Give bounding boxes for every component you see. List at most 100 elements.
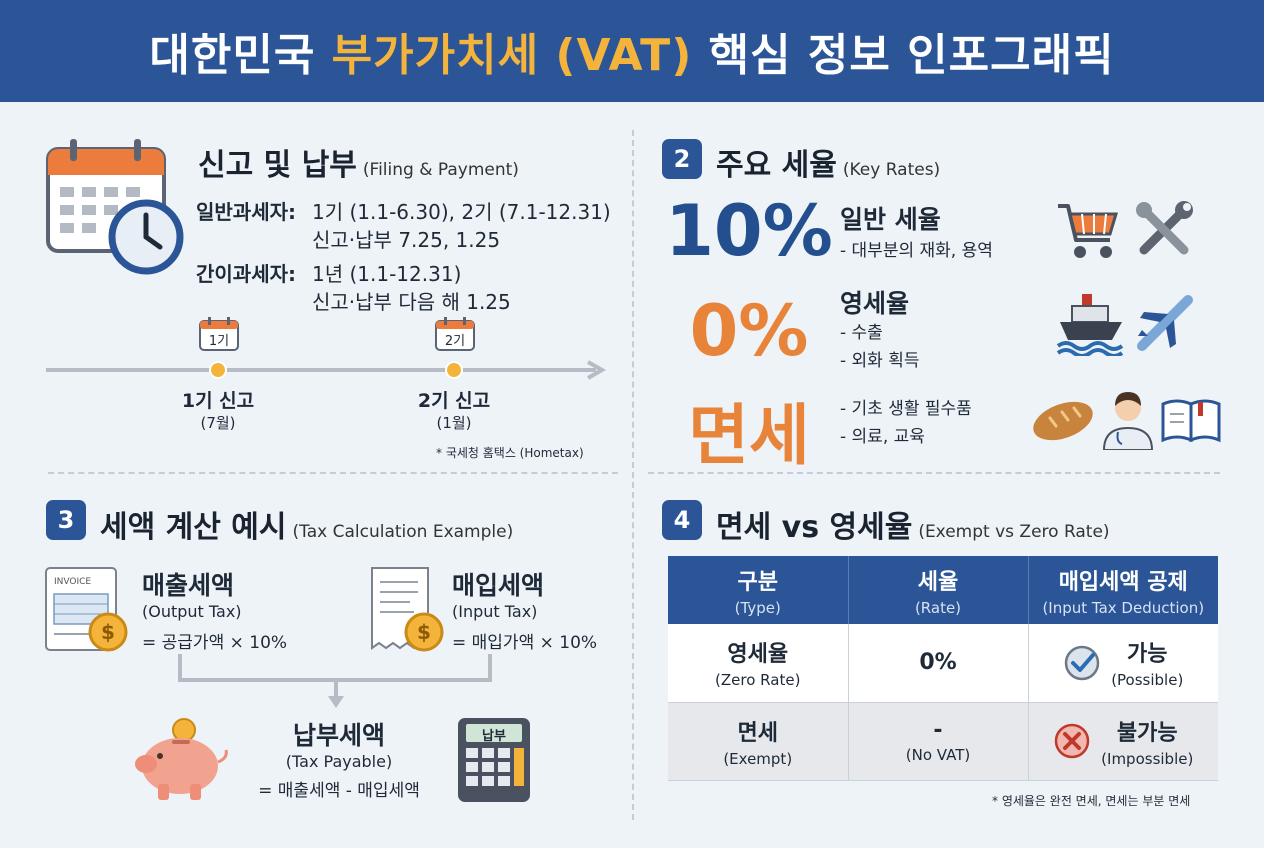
general-taxpayer-deadline: 신고·납부 7.25, 1.25 — [312, 228, 501, 252]
timeline-label-1: 1기 신고 — [181, 390, 255, 412]
timeline-calendar-2-label: 2기 — [444, 334, 466, 349]
cell-type-ko: 영세율 — [727, 642, 789, 668]
general-taxpayer-label: 일반과세자: — [196, 200, 296, 224]
rate-zero-name: 영세율 — [840, 289, 910, 318]
page-title-highlight: 부가가치세 (VAT) — [331, 30, 693, 81]
payable-tax-en: (Tax Payable) — [285, 752, 393, 771]
section1-subtitle: (Filing & Payment) — [362, 160, 519, 180]
section1-title: 신고 및 납부 (Filing & Payment) — [198, 140, 519, 184]
cell-type-en: (Exempt) — [723, 749, 793, 768]
rate-general-desc: - 대부분의 재화, 용역 — [840, 241, 993, 261]
bread-icon — [1030, 396, 1096, 450]
section4-number: 4 — [662, 500, 702, 540]
column-header-rate: 세율 (Rate) — [848, 556, 1029, 624]
calculator-icon: 납부 — [456, 716, 532, 804]
rate-zero-desc-2: - 외화 획득 — [840, 351, 920, 371]
cell-type: 영세율 (Zero Rate) — [668, 624, 849, 703]
comparison-table: 구분 (Type) 세율 (Rate) 매입세액 공제 (Input Tax Dedu… — [668, 556, 1218, 781]
section3-number: 3 — [46, 500, 86, 540]
page-header: 대한민국 부가가치세 (VAT) 핵심 정보 인포그래픽 — [0, 0, 1264, 102]
cell-deduction-ko: 가능 — [1127, 642, 1168, 668]
check-circle-icon — [1064, 645, 1100, 680]
timeline-arrow — [46, 360, 608, 384]
cell-deduction-en: (Possible) — [1111, 671, 1184, 690]
output-tax-en: (Output Tax) — [142, 602, 242, 621]
cell-rate: 0% — [848, 624, 1029, 703]
payable-tax-formula: = 매출세액 - 매입세액 — [258, 781, 420, 801]
simple-taxpayer-label: 간이과세자: — [196, 262, 296, 286]
section2-title: 주요 세율 (Key Rates) — [716, 140, 940, 184]
invoice-label: INVOICE — [54, 577, 92, 587]
rate-zero-value: 0% — [689, 290, 809, 372]
column-header-type-en: (Type) — [734, 598, 781, 617]
column-header-deduction-en: (Input Tax Deduction) — [1042, 598, 1205, 617]
column-header-rate-en: (Rate) — [914, 598, 962, 617]
rate-exempt-desc-1: - 기초 생활 필수품 — [840, 399, 972, 419]
simple-taxpayer-deadline: 신고·납부 다음 해 1.25 — [312, 290, 511, 314]
dollar-sign-icon: $ — [101, 620, 115, 644]
cell-type-ko: 면세 — [737, 720, 778, 746]
section4-subtitle: (Exempt vs Zero Rate) — [918, 522, 1110, 542]
x-circle-icon — [1054, 723, 1090, 759]
table-row: 영세율 (Zero Rate) 0% 가능 (Possible) — [668, 624, 1218, 703]
section4-title: 면세 vs 영세율 (Exempt vs Zero Rate) — [716, 502, 1110, 546]
shopping-cart-icon — [1056, 200, 1120, 266]
piggy-bank-icon — [132, 716, 236, 808]
output-tax-title: 매출세액 — [142, 571, 235, 600]
cell-type-en: (Zero Rate) — [715, 671, 801, 690]
hometax-note: * 국세청 홈택스 (Hometax) — [436, 446, 584, 460]
calendar-clock-icon — [44, 135, 189, 284]
column-header-type: 구분 (Type) — [668, 556, 849, 624]
section3-subtitle: (Tax Calculation Example) — [292, 522, 514, 542]
cell-rate-value: 0% — [919, 650, 957, 676]
page-title-part2: 핵심 정보 인포그래픽 — [692, 30, 1115, 81]
cell-rate: - (No VAT) — [848, 702, 1029, 781]
timeline-sub-2: (1월) — [436, 414, 472, 432]
table-footnote: * 영세율은 완전 면세, 면세는 부분 면세 — [992, 794, 1191, 808]
cell-deduction-en: (Impossible) — [1101, 749, 1194, 768]
cell-rate-value: - — [933, 718, 943, 743]
output-tax-formula: = 공급가액 × 10% — [142, 633, 288, 653]
horizontal-divider-left — [48, 472, 618, 474]
column-header-deduction: 매입세액 공제 (Input Tax Deduction) — [1028, 556, 1218, 624]
timeline-calendar-1-label: 1기 — [208, 334, 230, 349]
column-header-deduction-ko: 매입세액 공제 — [1058, 569, 1188, 595]
timeline-label-2: 2기 신고 — [417, 390, 491, 412]
wrench-icon — [1132, 198, 1196, 266]
cell-rate-sub: (No VAT) — [905, 746, 971, 764]
merge-arrow — [176, 654, 496, 714]
payable-tax-title: 납부세액 — [292, 721, 385, 750]
section3-title-text: 세액 계산 예시 — [100, 510, 287, 545]
book-icon — [1160, 396, 1222, 448]
ship-icon — [1056, 290, 1126, 360]
section2-number: 2 — [662, 139, 702, 179]
column-header-type-ko: 구분 — [737, 569, 778, 595]
rate-exempt-value: 면세 — [688, 397, 810, 474]
rate-general-value: 10% — [665, 190, 833, 272]
vertical-divider — [632, 130, 634, 820]
timeline-sub-1: (7월) — [200, 414, 236, 432]
input-tax-formula: = 매입가액 × 10% — [452, 633, 598, 653]
rate-zero-desc-1: - 수출 — [840, 323, 883, 343]
cell-deduction: 불가능 (Impossible) — [1028, 702, 1218, 781]
input-tax-title: 매입세액 — [452, 571, 545, 600]
simple-taxpayer-period: 1년 (1.1-12.31) — [312, 262, 462, 286]
table-row: 면세 (Exempt) - (No VAT) 불가능 (Impossible) — [668, 702, 1218, 781]
input-tax-en: (Input Tax) — [452, 602, 538, 621]
receipt-icon: $ — [368, 566, 448, 658]
airplane-icon — [1134, 292, 1196, 358]
invoice-icon: INVOICE $ — [44, 566, 132, 658]
rate-exempt-desc-2: - 의료, 교육 — [840, 427, 925, 447]
timeline-calendar-2: 2기 — [434, 316, 476, 352]
section1-title-text: 신고 및 납부 — [198, 148, 357, 183]
cell-deduction-ko: 불가능 — [1116, 720, 1178, 746]
section4-title-text: 면세 vs 영세율 — [716, 510, 913, 545]
calculator-label: 납부 — [482, 729, 506, 744]
section2-title-text: 주요 세율 — [716, 148, 837, 183]
cell-deduction: 가능 (Possible) — [1028, 624, 1218, 703]
column-header-rate-ko: 세율 — [917, 569, 959, 595]
section3-title: 세액 계산 예시 (Tax Calculation Example) — [100, 502, 513, 546]
general-taxpayer-period: 1기 (1.1-6.30), 2기 (7.1-12.31) — [312, 200, 611, 224]
page-title-part1: 대한민국 — [149, 30, 332, 81]
doctor-icon — [1100, 386, 1156, 454]
